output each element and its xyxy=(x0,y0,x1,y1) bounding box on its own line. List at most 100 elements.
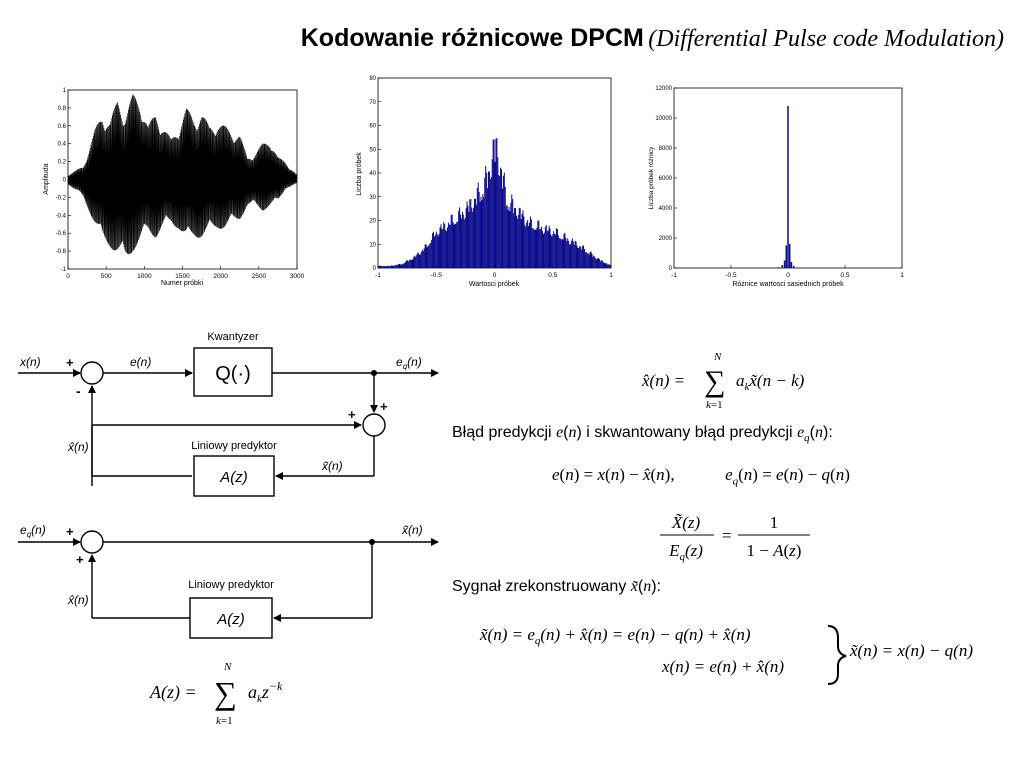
svg-text:Eq(z): Eq(z) xyxy=(668,541,703,563)
histogram-bar xyxy=(542,234,544,268)
difference-xtick-label: 0.5 xyxy=(840,272,849,279)
histogram-bar xyxy=(583,248,585,268)
histogram-bar xyxy=(478,192,480,268)
histogram-bar xyxy=(432,233,434,268)
histogram-bar xyxy=(516,218,518,268)
histogram-bar xyxy=(582,245,584,268)
histogram-bar xyxy=(437,236,439,268)
decoder-predictor-label: A(z) xyxy=(216,611,245,628)
encoder-diagram: Kwantyzer Q(·) x(n) + - e(n) eq(n) + + x… xyxy=(18,331,439,497)
histogram-bar xyxy=(519,208,521,268)
difference-ytick-label: 4000 xyxy=(659,206,673,212)
histogram-bar xyxy=(565,237,567,268)
histogram-bar xyxy=(594,256,596,268)
waveform-xtick-label: 500 xyxy=(101,273,112,280)
output-label: eq(n) xyxy=(396,355,422,371)
histogram-bar xyxy=(544,226,546,268)
histogram-bar xyxy=(446,227,448,268)
histogram-bar xyxy=(483,197,485,268)
histogram-bar xyxy=(433,236,435,268)
difference-bar xyxy=(783,260,786,268)
svg-text:N: N xyxy=(223,661,232,673)
histogram-bar xyxy=(605,263,607,268)
histogram-bar xyxy=(580,246,582,268)
decoder-diagram: eq(n) + + x̃(n) x̂(n) Liniowy predyktor … xyxy=(18,523,439,639)
histogram-bar xyxy=(405,261,407,268)
histogram-ytick-label: 30 xyxy=(369,195,376,201)
histogram-bar xyxy=(388,265,390,268)
histogram-bar xyxy=(556,228,558,268)
histogram-xtick-label: -1 xyxy=(375,272,381,279)
histogram-bar xyxy=(599,261,601,268)
difference-xtick-label: 1 xyxy=(900,272,904,279)
difference-bar xyxy=(787,106,789,268)
histogram-ytick-label: 50 xyxy=(369,147,376,153)
histogram-bar xyxy=(455,224,457,268)
histogram-bar xyxy=(551,236,553,268)
histogram-bar xyxy=(564,232,566,268)
histogram-bar xyxy=(537,220,539,268)
histogram-bar xyxy=(474,198,476,268)
histogram-bar xyxy=(475,204,477,268)
histogram-bar xyxy=(411,259,413,268)
histogram-bar xyxy=(420,251,422,268)
histogram-bar xyxy=(578,247,580,268)
histogram-bar xyxy=(589,252,591,268)
decoder-plus-bottom: + xyxy=(76,552,84,567)
histogram-bar xyxy=(607,264,609,268)
histogram-bar xyxy=(451,214,453,268)
histogram-bar xyxy=(491,159,493,268)
histogram-bar xyxy=(463,219,465,268)
histogram-bar xyxy=(595,258,597,268)
histogram-bar xyxy=(575,241,577,268)
histogram-bar xyxy=(400,264,402,268)
histogram-xtick-label: 1 xyxy=(609,272,613,279)
histogram-bar xyxy=(548,225,550,268)
histogram-bar xyxy=(523,216,525,268)
histogram-bar xyxy=(394,265,396,268)
histogram-ytick-label: 40 xyxy=(369,171,376,177)
histogram-bar xyxy=(449,224,451,268)
histogram-bar xyxy=(468,211,470,268)
svg-text:1: 1 xyxy=(770,513,779,532)
histogram-bar xyxy=(498,174,500,268)
histogram-bar xyxy=(471,207,473,268)
difference-bar xyxy=(781,265,784,268)
histogram-bar xyxy=(514,207,516,268)
histogram-bar xyxy=(554,233,556,268)
histogram-bar xyxy=(501,188,503,268)
reconstructed-label: x̃(n) xyxy=(321,459,343,473)
histogram-bar xyxy=(392,265,394,268)
histogram-bar xyxy=(445,229,447,268)
histogram-bar xyxy=(507,210,509,268)
histogram-bar xyxy=(584,252,586,268)
histogram-bar xyxy=(470,199,472,268)
histogram-bar xyxy=(412,258,414,268)
histogram-bar xyxy=(579,245,581,268)
difference-xlabel: Różnice wartosci sasiednich próbek xyxy=(732,281,844,288)
histogram-bar xyxy=(545,224,547,268)
histogram-bar xyxy=(506,205,508,268)
histogram-bar xyxy=(391,265,393,268)
histogram-bar xyxy=(386,266,388,268)
histogram-bar xyxy=(588,254,590,268)
recon-heading: Sygnał zrekonstruowany xyxy=(452,578,627,595)
histogram-bar xyxy=(378,266,380,268)
waveform-ytick-label: 0.4 xyxy=(58,142,67,148)
histogram-bar xyxy=(477,182,479,268)
difference-bar xyxy=(778,267,780,268)
histogram-xtick-label: -0.5 xyxy=(431,272,443,279)
quantizer-box xyxy=(193,347,273,397)
histogram-bar xyxy=(460,218,462,268)
histogram-bar xyxy=(466,201,468,268)
waveform-xtick-label: 2000 xyxy=(213,273,228,280)
histogram-bar xyxy=(426,247,428,268)
error-label: e(n) xyxy=(130,355,151,369)
histogram-bar xyxy=(556,229,558,268)
histogram-bar xyxy=(572,241,574,268)
histogram-bar xyxy=(481,200,483,268)
histogram-bar xyxy=(409,259,411,268)
histogram-bar xyxy=(533,229,535,268)
histogram-bar xyxy=(502,175,504,268)
